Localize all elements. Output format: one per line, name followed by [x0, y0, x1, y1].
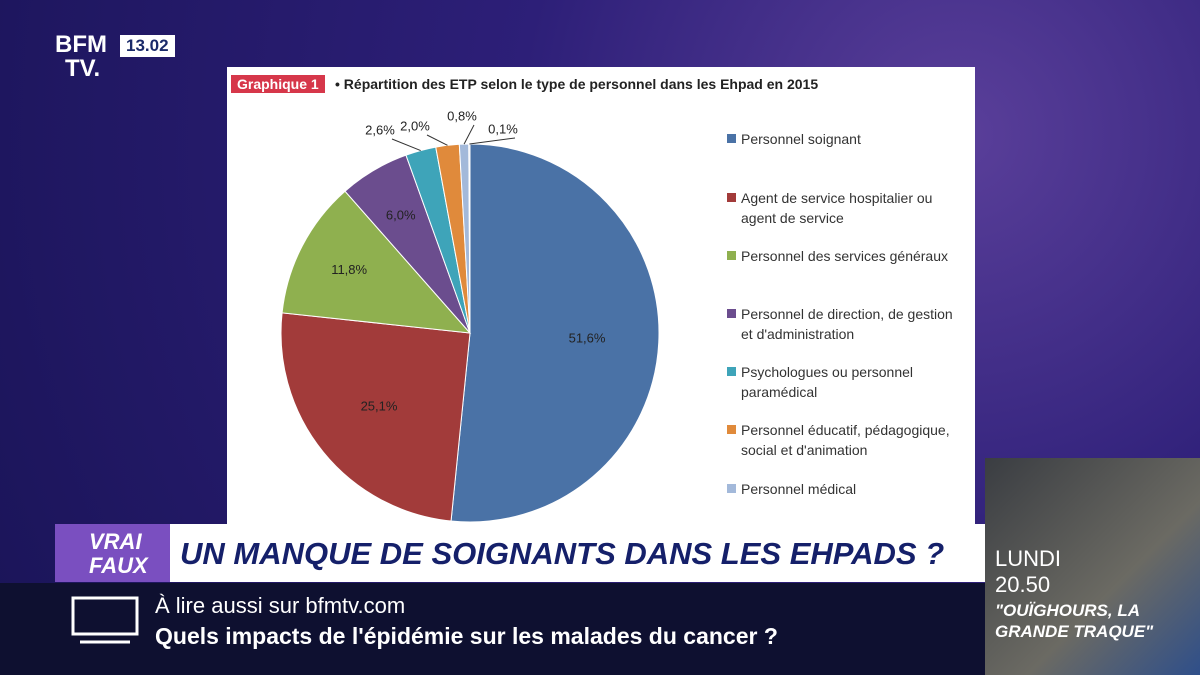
- chart-title: • Répartition des ETP selon le type de p…: [335, 76, 819, 92]
- slice-label: 0,8%: [447, 108, 477, 123]
- clock: 13.02: [120, 35, 175, 57]
- legend-label: Personnel des services généraux: [741, 248, 949, 264]
- slice-label: 2,0%: [400, 118, 430, 133]
- pie-slice: [281, 190, 472, 334]
- legend-swatch: [727, 251, 736, 260]
- chart-badge: Graphique 1: [231, 75, 325, 93]
- legend-swatch: [727, 367, 736, 376]
- banner-tag: VRAI FAUX: [55, 524, 170, 582]
- legend-item: Personnel soignant: [727, 129, 966, 149]
- promo-title: "OUÏGHOURS, LA GRANDE TRAQUE": [995, 601, 1154, 641]
- slice-label: 51,6%: [569, 330, 606, 345]
- legend-item: Personnel des services généraux: [727, 246, 966, 266]
- tag-bottom: FAUX: [89, 553, 148, 578]
- legend-item: Personnel médical: [727, 479, 966, 499]
- legend-item: Personnel de direction, de gestion et d'…: [727, 304, 966, 344]
- ticker-intro: À lire aussi sur bfmtv.com: [155, 593, 406, 618]
- legend-swatch: [727, 134, 736, 143]
- logo-top: BFM: [55, 31, 107, 58]
- legend-label: Agent de service hospitalier ou agent de…: [741, 190, 933, 226]
- banner: VRAI FAUX UN MANQUE DE SOIGNANTS DANS LE…: [55, 524, 985, 582]
- leader-line: [469, 137, 516, 145]
- pie-slice: [280, 312, 471, 522]
- slice-label: 2,6%: [365, 122, 395, 137]
- promo: LUNDI 20.50 "OUÏGHOURS, LA GRANDE TRAQUE…: [985, 458, 1200, 675]
- chart-panel: Graphique 1 • Répartition des ETP selon …: [227, 67, 975, 527]
- tag-top: VRAI: [89, 529, 142, 554]
- slice-label: 11,8%: [331, 262, 367, 277]
- legend-swatch: [727, 309, 736, 318]
- legend-swatch: [727, 484, 736, 493]
- legend-item: Personnel éducatif, pédagogique, social …: [727, 420, 966, 460]
- legend-swatch: [727, 193, 736, 202]
- promo-day: LUNDI: [995, 546, 1062, 571]
- leader-line: [426, 134, 448, 146]
- leader-line: [463, 124, 475, 145]
- legend-label: Personnel médical: [741, 481, 857, 497]
- ticker-headline: Quels impacts de l'épidémie sur les mala…: [155, 623, 778, 649]
- legend-label: Personnel éducatif, pédagogique, social …: [741, 422, 950, 458]
- pie-slice: [450, 143, 660, 523]
- leader-line: [391, 138, 421, 152]
- logo: BFM TV.: [55, 33, 107, 81]
- slice-label: 25,1%: [361, 398, 398, 413]
- legend-item: Agent de service hospitalier ou agent de…: [727, 188, 966, 228]
- tv-icon: [71, 596, 139, 644]
- headline: UN MANQUE DE SOIGNANTS DANS LES EHPADS ?: [180, 536, 945, 571]
- legend-item: Psychologues ou personnel paramédical: [727, 362, 966, 402]
- legend-swatch: [727, 425, 736, 434]
- logo-bottom: TV.: [65, 55, 101, 82]
- slice-label: 6,0%: [386, 207, 416, 222]
- legend-label: Psychologues ou personnel paramédical: [741, 364, 914, 400]
- legend-label: Personnel soignant: [741, 131, 861, 147]
- slice-label: 0,1%: [488, 121, 518, 136]
- legend: Personnel soignant Agent de service hospi…: [727, 67, 967, 527]
- pie-chart: 51,6% 25,1% 11,8% 6,0% 2,6% 2,0% 0,8% 0,1%: [280, 108, 660, 523]
- ticker: À lire aussi sur bfmtv.com Quels impacts…: [0, 583, 985, 675]
- promo-time: 20.50: [995, 572, 1051, 597]
- legend-label: Personnel de direction, de gestion et d'…: [741, 306, 953, 342]
